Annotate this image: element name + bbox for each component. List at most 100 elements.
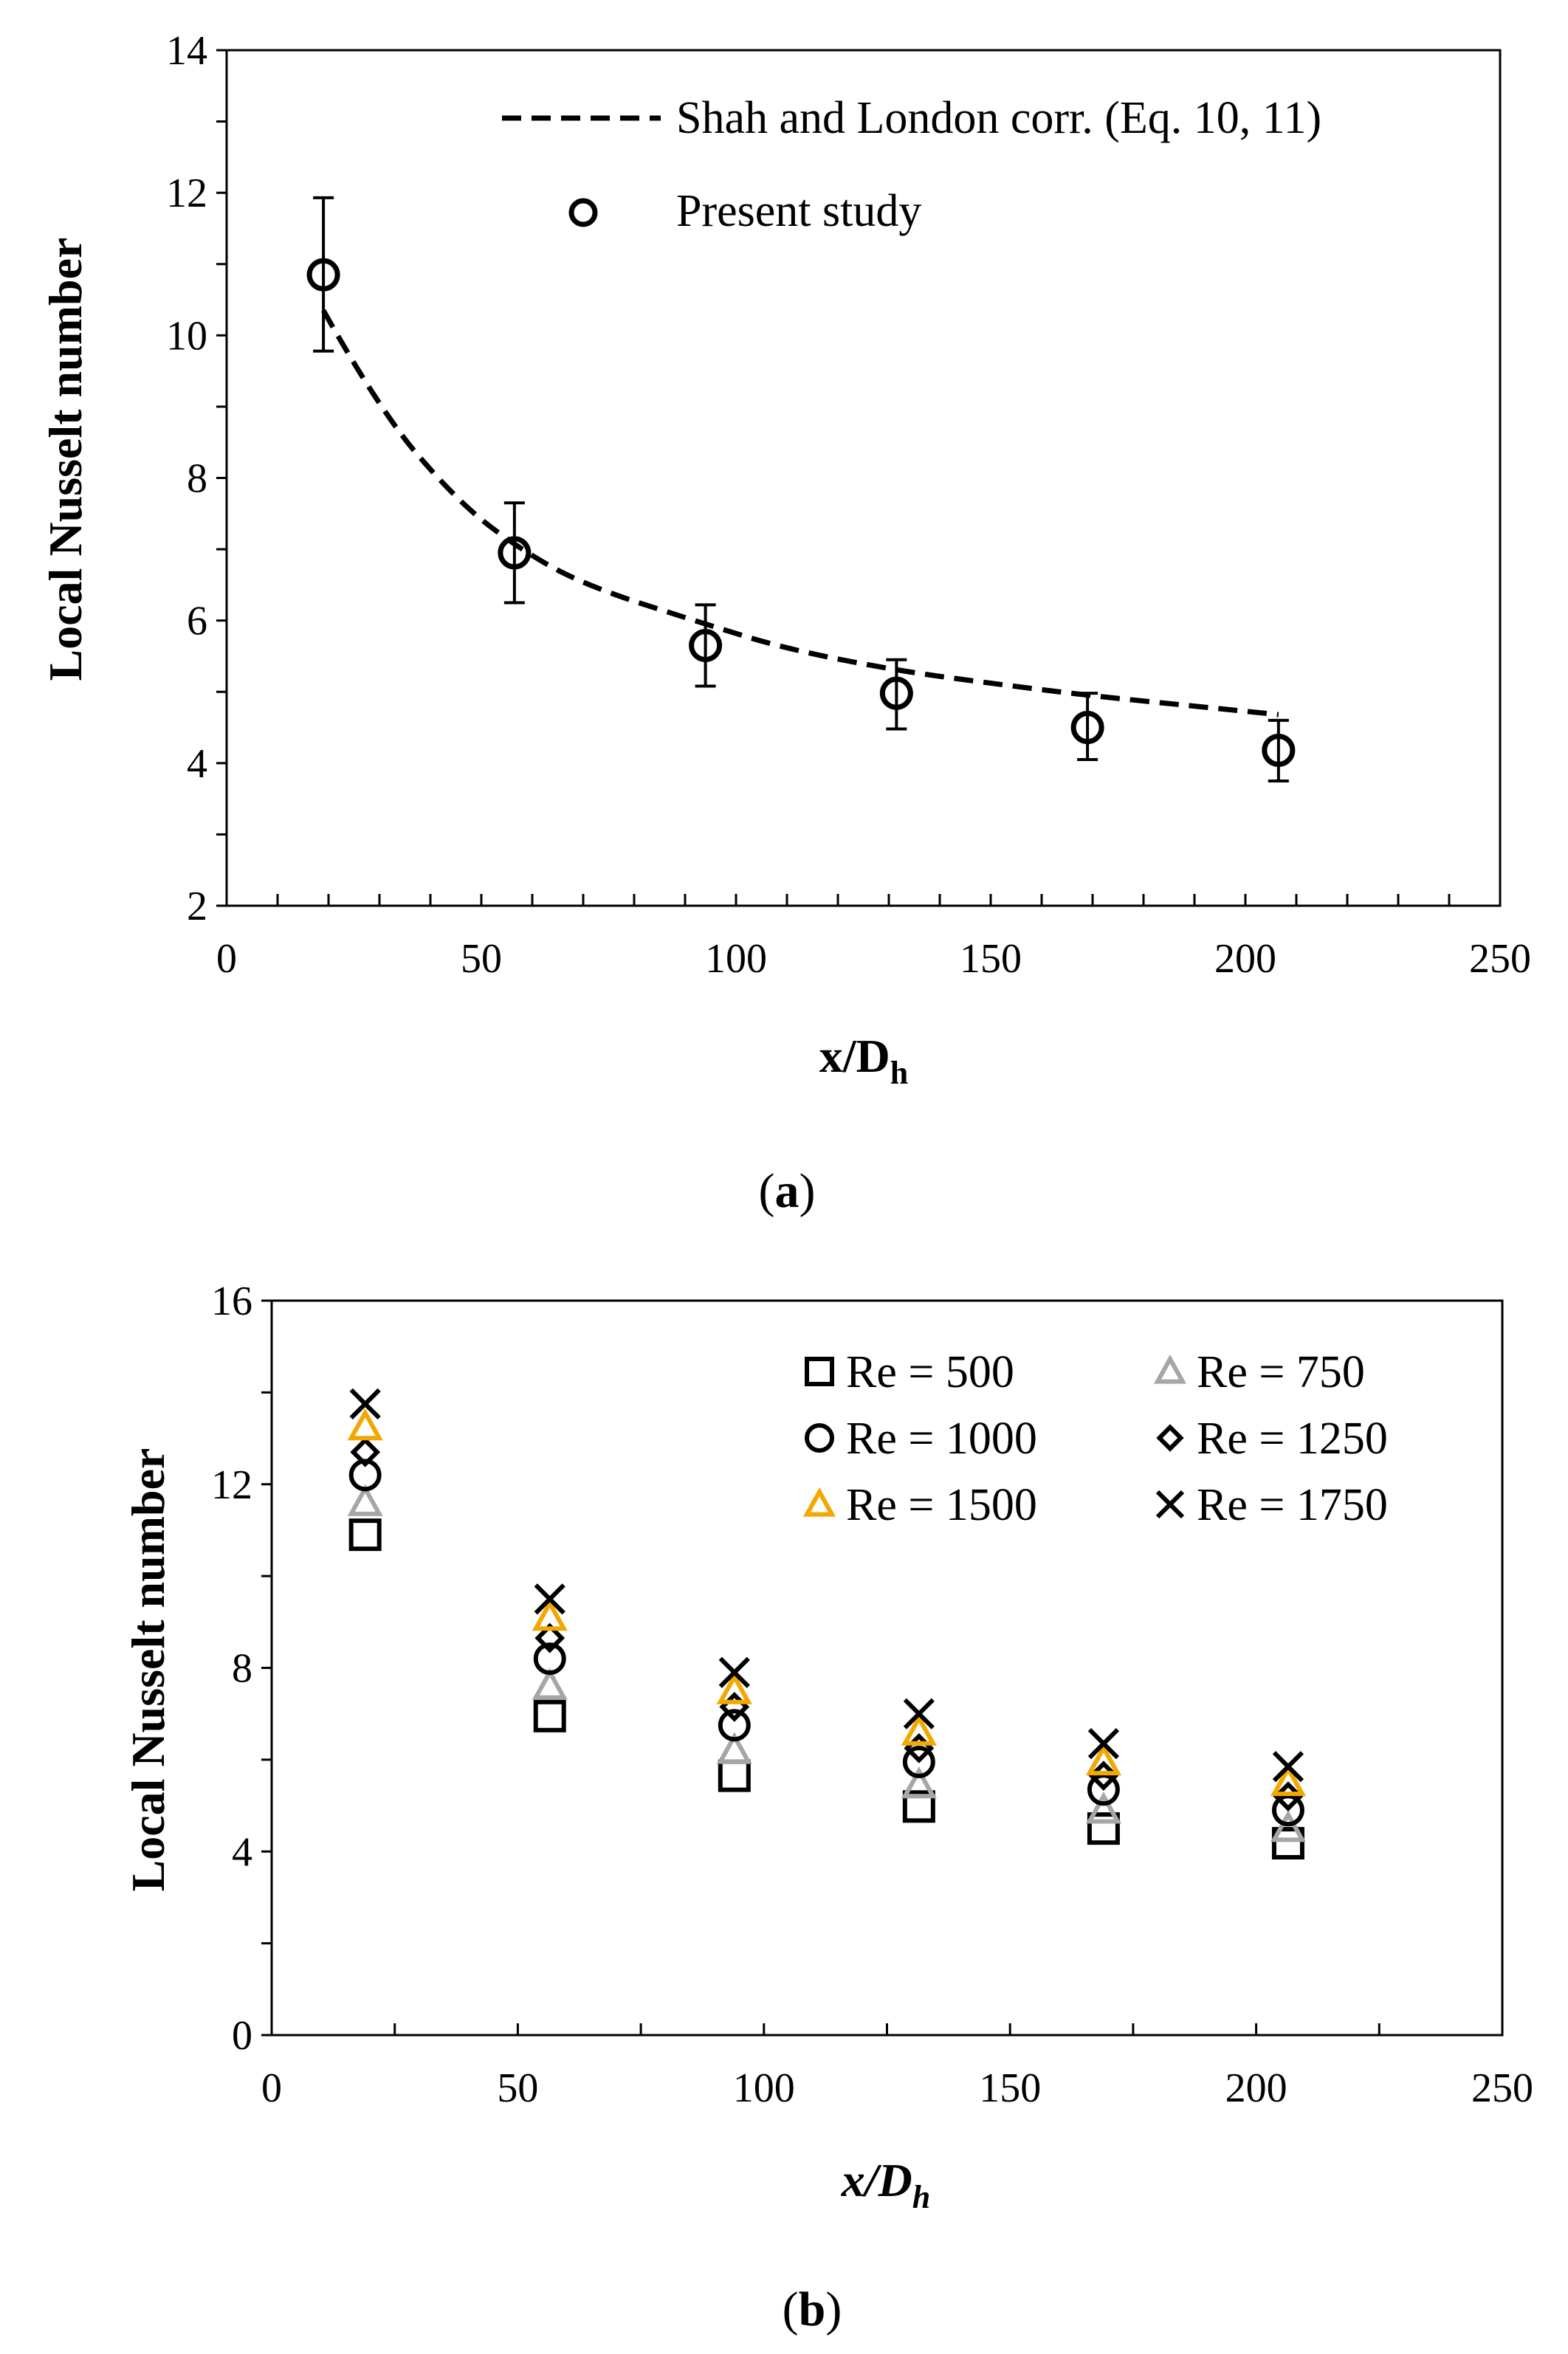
series-point-re1000: [1271, 1794, 1304, 1827]
panel-b-y-tick-label: 4: [232, 1829, 252, 1875]
series-point-re750: [1085, 1792, 1121, 1824]
legend-circle-symbol: [568, 198, 598, 227]
legend-present-study-label: Present study: [676, 186, 921, 236]
panel-b-x-tick-label: 0: [261, 2065, 282, 2111]
panel-a-y-tick-label: 14: [166, 28, 207, 74]
series-point-re1000: [902, 1745, 935, 1778]
series-point-re1750: [534, 1583, 565, 1615]
panel-a-plot-frame: [225, 49, 1502, 907]
panel-b-x-tick-label: 250: [1471, 2065, 1533, 2111]
panel-a-x-tick-label: 0: [216, 936, 237, 982]
series-point-re500: [1087, 1812, 1120, 1845]
panel-a-y-tick-label: 10: [166, 313, 207, 359]
panel-a-x-tick-label: 200: [1214, 936, 1276, 982]
legend-label-re500: Re = 500: [846, 1347, 1014, 1397]
series-point-re750: [347, 1484, 383, 1516]
legend-symbol-re1750: [1155, 1490, 1185, 1519]
panel-a-y-tick-label: 8: [187, 456, 207, 502]
series-point-re500: [902, 1790, 935, 1823]
panel-a-tick-labels: 2 4 6 8 10 12 14 0 50 100 150 200 250: [166, 28, 1531, 982]
legend-label-re1250: Re = 1250: [1197, 1414, 1388, 1464]
panel-b-legend: Re = 500 Re = 750 Re = 1000 Re = 1250 Re = 1…: [802, 1347, 1388, 1530]
panel-b-ticks: [261, 1299, 1504, 2037]
panel-b-x-tick-label: 100: [733, 2065, 795, 2111]
series-point-re1000: [1087, 1773, 1120, 1806]
panel-a-y-tick-label: 6: [187, 599, 207, 644]
series-point-re1250: [350, 1436, 381, 1467]
legend-symbol-re1000: [805, 1423, 834, 1453]
series-point-re1500: [532, 1598, 568, 1631]
panel-b-x-tick-label: 200: [1225, 2065, 1287, 2111]
series-point-re1750: [1087, 1727, 1120, 1760]
legend-symbol-re1250: [1156, 1424, 1184, 1452]
series-point-re1000: [718, 1709, 751, 1742]
series-point-re1750: [718, 1656, 750, 1688]
series-point-re1500: [347, 1408, 383, 1441]
series-point-re1500: [1085, 1743, 1121, 1776]
x-axis-title-subscript: h: [912, 2179, 930, 2215]
panel-a-x-tick-label: 100: [705, 936, 767, 982]
panel-a-ticks: [216, 49, 1502, 907]
series-point-re500: [718, 1759, 751, 1792]
series-point-re750: [532, 1668, 568, 1700]
x-axis-title-subscript: h: [890, 1055, 908, 1091]
panel-a-x-tick-label: 250: [1469, 936, 1531, 982]
series-point-re750: [901, 1766, 937, 1799]
series-point-re1250: [534, 1622, 565, 1653]
error-bar: [503, 501, 525, 605]
legend-symbol-re1500: [802, 1487, 836, 1517]
panel-a-x-axis-title: x/Dh: [819, 1030, 908, 1091]
present-study-point: [689, 628, 723, 662]
series-point-re1500: [716, 1672, 752, 1704]
panel-a-data-points: [306, 196, 1296, 782]
panel-a-y-tick-label: 12: [166, 171, 207, 216]
panel-a-chart: 2 4 6 8 10 12 14 0 50 100 150 200 250 Shah and Londo…: [39, 28, 1531, 1218]
series-point-re1750: [1272, 1751, 1304, 1783]
series-point-re750: [716, 1732, 752, 1764]
series-point-re500: [1271, 1827, 1304, 1860]
legend-label-re750: Re = 750: [1197, 1347, 1365, 1397]
series-point-re1750: [903, 1698, 935, 1730]
panel-a-caption-letter: a: [775, 1164, 800, 1218]
panel-a-x-tick-label: 150: [960, 936, 1022, 982]
present-study-point: [1262, 733, 1296, 767]
present-study-point: [1070, 711, 1104, 745]
panel-b-y-tick-label: 8: [232, 1646, 252, 1692]
panel-b-y-tick-label: 16: [211, 1278, 252, 1324]
error-bar: [1268, 718, 1289, 782]
panel-b-plot-frame: [270, 1299, 1504, 2037]
panel-a-correlation-series: [321, 309, 1279, 717]
panel-a-y-tick-label: 4: [187, 741, 207, 787]
present-study-point: [498, 536, 532, 570]
panel-b-x-tick-label: 50: [497, 2065, 538, 2111]
legend-label-re1000: Re = 1000: [846, 1414, 1037, 1464]
series-point-re1500: [1270, 1763, 1307, 1797]
legend-label-re1750: Re = 1750: [1197, 1480, 1388, 1530]
series-point-re1000: [533, 1642, 566, 1676]
x-axis-title-main: x/D: [819, 1030, 890, 1082]
legend-correlation-label: Shah and London corr. (Eq. 10, 11): [676, 93, 1321, 143]
panel-b-y-tick-label: 0: [232, 2013, 252, 2059]
error-bar: [695, 603, 716, 688]
error-bar: [1077, 692, 1098, 761]
panel-a-caption: (a): [759, 1164, 816, 1218]
error-bar: [886, 658, 907, 731]
shah-london-correlation-line: [321, 309, 1279, 717]
panel-b-y-tick-label: 12: [211, 1462, 252, 1508]
panel-a-y-tick-label: 2: [187, 884, 207, 929]
legend-label-re1500: Re = 1500: [846, 1480, 1037, 1530]
x-axis-title-main: x/D: [841, 2154, 912, 2206]
legend-symbol-re500: [805, 1357, 834, 1386]
panel-a-legend: Shah and London corr. (Eq. 10, 11) Prese…: [502, 93, 1321, 236]
legend-symbol-re750: [1153, 1354, 1187, 1384]
series-point-re750: [1270, 1809, 1307, 1842]
panel-b-caption: (b): [783, 2282, 842, 2336]
series-point-re500: [348, 1518, 382, 1552]
panel-a-x-tick-label: 50: [461, 936, 502, 982]
present-study-point: [306, 258, 340, 292]
present-study-point: [879, 676, 913, 710]
panel-b-tick-labels: 0 4 8 12 16 0 50 100 150 200 250: [211, 1278, 1533, 2111]
panel-a-y-axis-title: Local Nusselt number: [39, 238, 92, 681]
